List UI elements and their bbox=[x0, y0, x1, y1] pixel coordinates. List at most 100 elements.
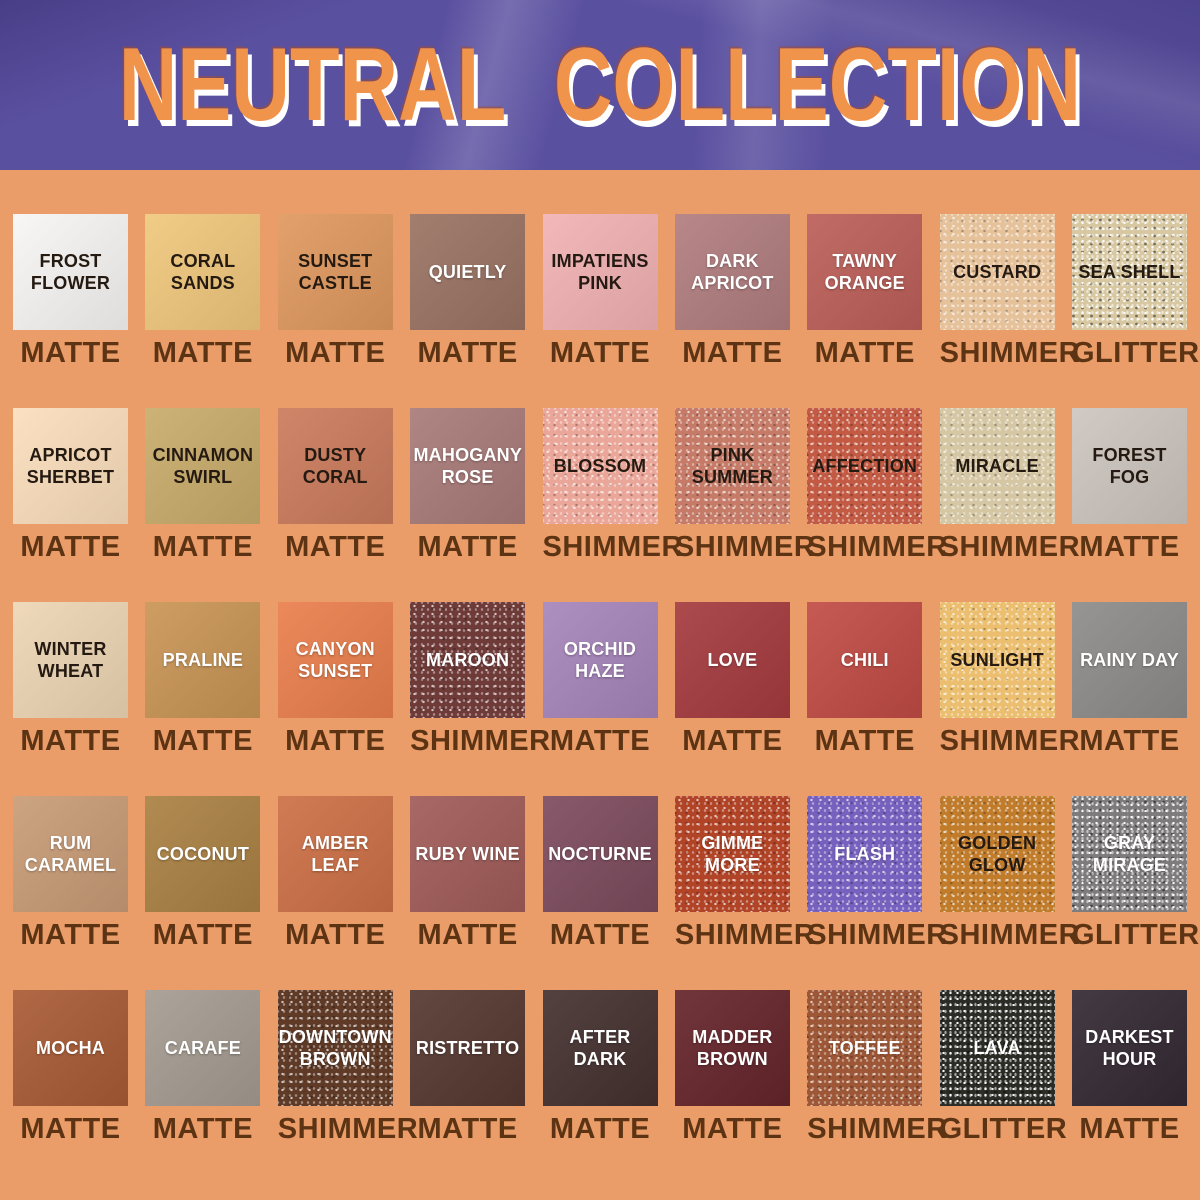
finish-label: MATTE bbox=[1079, 1113, 1180, 1145]
finish-label: MATTE bbox=[682, 337, 783, 369]
swatch-name-label: PINK SUMMER bbox=[691, 444, 773, 488]
finish-label: SHIMMER bbox=[807, 1113, 948, 1145]
swatch-name-label: RUM CARAMEL bbox=[24, 832, 117, 876]
swatch-name-label: AMBER LEAF bbox=[301, 832, 369, 876]
swatch-winter-wheat: WINTER WHEAT bbox=[13, 602, 128, 718]
swatch-cell: CARAFE MATTE bbox=[145, 990, 261, 1146]
swatch-cell: TAWNY ORANGE MATTE bbox=[807, 214, 923, 370]
finish-label: SHIMMER bbox=[674, 531, 816, 563]
swatch-rum-caramel: RUM CARAMEL bbox=[13, 796, 128, 912]
swatch-cell: AFFECTION SHIMMER bbox=[807, 408, 947, 564]
swatch-name-label: DUSTY CORAL bbox=[302, 444, 368, 488]
swatch-canyon-sunset: CANYON SUNSET bbox=[277, 602, 393, 718]
finish-label: MATTE bbox=[549, 919, 651, 951]
swatch-name-label: DOWNTOWN BROWN bbox=[278, 1026, 392, 1070]
finish-label: MATTE bbox=[285, 337, 386, 369]
finish-label: MATTE bbox=[152, 725, 253, 757]
finish-label: SHIMMER bbox=[542, 531, 683, 563]
swatch-name-label: SUNLIGHT bbox=[950, 649, 1044, 670]
swatch-cell: DUSTY CORAL MATTE bbox=[277, 408, 393, 564]
finish-label: GLITTER bbox=[1072, 337, 1200, 369]
swatch-name-label: CUSTARD bbox=[953, 261, 1042, 282]
swatch-name-label: COCONUT bbox=[156, 843, 250, 864]
swatch-cell: TOFFEE SHIMMER bbox=[807, 990, 948, 1146]
swatch-cell: COCONUT MATTE bbox=[145, 796, 261, 952]
finish-label: MATTE bbox=[549, 725, 651, 757]
swatch-cell: NOCTURNE MATTE bbox=[542, 796, 658, 952]
swatch-cell: MAHOGANY ROSE MATTE bbox=[410, 408, 526, 564]
swatch-after-dark: AFTER DARK bbox=[542, 990, 658, 1106]
swatch-coral-sands: CORAL SANDS bbox=[145, 214, 261, 330]
swatch-name-label: MAHOGANY ROSE bbox=[413, 444, 523, 488]
swatch-name-label: TAWNY ORANGE bbox=[824, 250, 905, 294]
swatch-cell: FOREST FOG MATTE bbox=[1072, 408, 1187, 564]
swatch-name-label: PRALINE bbox=[162, 649, 244, 670]
swatch-name-label: AFFECTION bbox=[812, 455, 918, 476]
header-banner: NEUTRAL COLLECTION bbox=[0, 0, 1200, 170]
swatch-cell: WINTER WHEAT MATTE bbox=[13, 602, 128, 758]
swatch-cell: CHILI MATTE bbox=[807, 602, 923, 758]
swatch-golden-glow: GOLDEN GLOW bbox=[939, 796, 1055, 912]
swatch-apricot-sherbet: APRICOT SHERBET bbox=[13, 408, 128, 524]
swatch-maroon: MAROON bbox=[410, 602, 526, 718]
swatch-name-label: DARK APRICOT bbox=[691, 250, 774, 294]
swatch-cell: IMPATIENS PINK MATTE bbox=[542, 214, 658, 370]
swatch-cell: PINK SUMMER SHIMMER bbox=[674, 408, 816, 564]
finish-label: GLITTER bbox=[1072, 919, 1200, 951]
finish-label: MATTE bbox=[417, 531, 518, 563]
swatch-cell: RISTRETTO MATTE bbox=[410, 990, 526, 1146]
finish-label: SHIMMER bbox=[939, 725, 1081, 757]
finish-label: SHIMMER bbox=[807, 919, 948, 951]
swatch-name-label: GRAY MIRAGE bbox=[1092, 832, 1167, 876]
swatch-cell: FLASH SHIMMER bbox=[807, 796, 948, 952]
swatch-cell: AFTER DARK MATTE bbox=[542, 990, 658, 1146]
swatch-cell: APRICOT SHERBET MATTE bbox=[13, 408, 128, 564]
swatch-cell: PRALINE MATTE bbox=[145, 602, 261, 758]
finish-label: MATTE bbox=[1079, 725, 1180, 757]
swatch-frost-flower: FROST FLOWER bbox=[13, 214, 128, 330]
finish-label: MATTE bbox=[549, 337, 651, 369]
swatch-cell: SUNSET CASTLE MATTE bbox=[277, 214, 393, 370]
swatch-custard: CUSTARD bbox=[939, 214, 1055, 330]
swatch-cell: MIRACLE SHIMMER bbox=[939, 408, 1080, 564]
swatch-name-label: NOCTURNE bbox=[548, 843, 652, 864]
swatch-cinnamon-swirl: CINNAMON SWIRL bbox=[145, 408, 261, 524]
swatch-madder-brown: MADDER BROWN bbox=[674, 990, 790, 1106]
swatch-cell: AMBER LEAF MATTE bbox=[277, 796, 393, 952]
finish-label: MATTE bbox=[1079, 531, 1180, 563]
swatch-cell: SUNLIGHT SHIMMER bbox=[939, 602, 1081, 758]
collection-title: NEUTRAL COLLECTION bbox=[118, 26, 1082, 143]
swatch-name-label: CANYON SUNSET bbox=[295, 638, 375, 682]
finish-label: MATTE bbox=[814, 337, 915, 369]
swatch-sunset-castle: SUNSET CASTLE bbox=[277, 214, 393, 330]
swatch-quietly: QUIETLY bbox=[410, 214, 526, 330]
finish-label: MATTE bbox=[20, 919, 121, 951]
swatch-cell: QUIETLY MATTE bbox=[410, 214, 526, 370]
swatch-name-label: CORAL SANDS bbox=[170, 250, 236, 294]
finish-label: MATTE bbox=[417, 1113, 518, 1145]
swatch-name-label: ORCHID HAZE bbox=[563, 638, 637, 682]
swatch-name-label: FLASH bbox=[834, 843, 896, 864]
swatch-ruby-wine: RUBY WINE bbox=[410, 796, 526, 912]
swatch-flash: FLASH bbox=[807, 796, 923, 912]
swatch-cell: ORCHID HAZE MATTE bbox=[542, 602, 658, 758]
swatch-name-label: RAINY DAY bbox=[1080, 649, 1179, 670]
finish-label: MATTE bbox=[285, 531, 386, 563]
swatch-cell: FROST FLOWER MATTE bbox=[13, 214, 128, 370]
swatch-cell: MOCHA MATTE bbox=[13, 990, 128, 1146]
swatch-mocha: MOCHA bbox=[13, 990, 128, 1106]
swatch-cell: RUBY WINE MATTE bbox=[410, 796, 526, 952]
swatch-name-label: SEA SHELL bbox=[1078, 261, 1181, 282]
swatch-name-label: MOCHA bbox=[36, 1037, 105, 1058]
swatch-coconut: COCONUT bbox=[145, 796, 261, 912]
swatch-cell: CANYON SUNSET MATTE bbox=[277, 602, 393, 758]
swatch-cell: DOWNTOWN BROWN SHIMMER bbox=[277, 990, 419, 1146]
swatch-amber-leaf: AMBER LEAF bbox=[277, 796, 393, 912]
swatch-cell: DARK APRICOT MATTE bbox=[674, 214, 790, 370]
swatch-cell: GRAY MIRAGE GLITTER bbox=[1072, 796, 1200, 952]
swatch-sea-shell: SEA SHELL bbox=[1072, 214, 1187, 330]
swatch-cell: CINNAMON SWIRL MATTE bbox=[145, 408, 261, 564]
finish-label: SHIMMER bbox=[277, 1113, 419, 1145]
finish-label: MATTE bbox=[152, 1113, 253, 1145]
swatch-downtown-brown: DOWNTOWN BROWN bbox=[277, 990, 393, 1106]
